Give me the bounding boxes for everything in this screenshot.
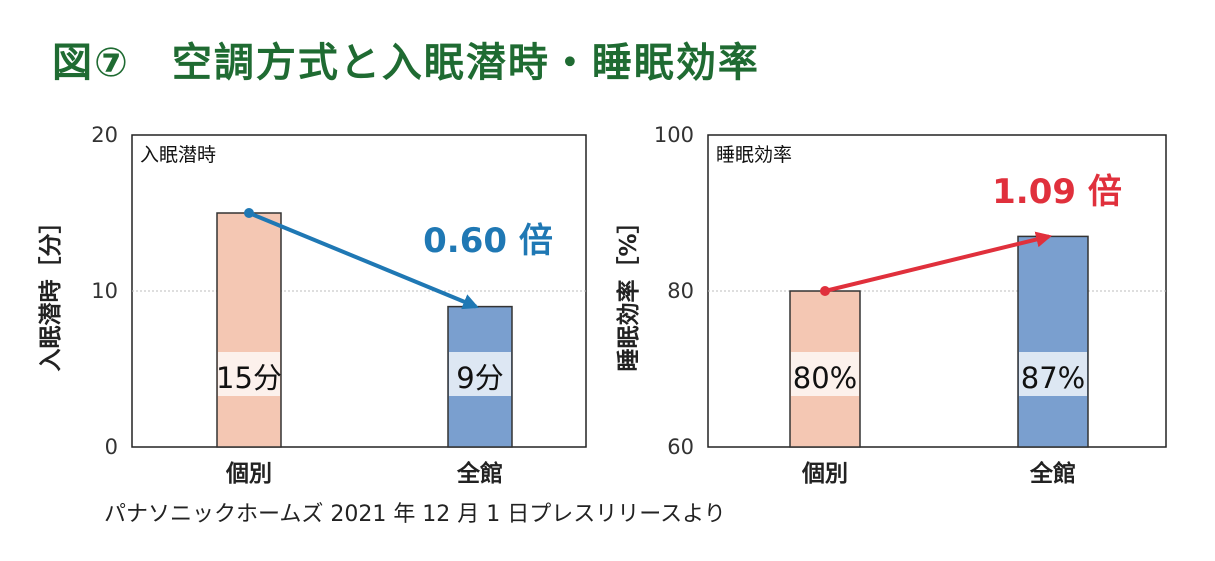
panel-1-category-1: 個別 (225, 461, 272, 487)
panel-2-value-label-band-2 (1019, 352, 1087, 396)
panel-1-ytick-0: 0 (105, 435, 118, 459)
figure-number: 図⑦ (52, 40, 130, 86)
panel-2-ylabel: 睡眠効率［%］ (615, 210, 642, 371)
panel-1-value-label-2: 9分 (456, 361, 503, 395)
panel-2-ytick-0: 60 (667, 435, 694, 459)
source-note: パナソニックホームズ 2021 年 12 月 1 日プレスリリースより (104, 502, 726, 527)
panel-1-bar-1 (216, 212, 282, 448)
panel-2-ratio-label: 1.09 倍 (992, 172, 1122, 212)
panel-1-ylabel: 入眠潜時［分］ (37, 211, 64, 372)
panel-1-panel-label: 入眠潜時 (140, 144, 216, 166)
figure-title-text: 空調方式と入眠潜時・睡眠効率 (171, 40, 760, 86)
panel-1-category-2: 全館 (456, 460, 503, 487)
panel-1-ratio-arrow (248, 211, 479, 310)
panel-2-bar-2 (1017, 235, 1089, 448)
panel-2: 60 80 100 睡眠効率［%］ 睡眠効率 80% 個別 87% 全館 1.09 倍 (615, 123, 1167, 487)
panel-1-value-label-1: 15分 (216, 361, 282, 395)
panel-1-value-label-band-1 (218, 352, 280, 396)
panel-2-value-label-band-1 (791, 352, 859, 396)
panel-1-ytick-2: 20 (91, 123, 118, 147)
panel-2-panel-label: 睡眠効率 (716, 144, 792, 166)
panel-2-ytick-1: 80 (667, 279, 694, 303)
panel-2-ytick-2: 100 (654, 123, 694, 147)
figure-title: 図⑦ 空調方式と入眠潜時・睡眠効率 (52, 30, 760, 88)
panel-1-value-label-band-2 (449, 352, 511, 396)
panel-2-category-1: 個別 (801, 461, 848, 487)
panel-2-ratio-arrow (824, 231, 1053, 293)
panel-2-value-label-1: 80% (793, 361, 857, 395)
panel-2-category-2: 全館 (1029, 460, 1076, 487)
panel-2-value-label-2: 87% (1021, 361, 1085, 395)
panel-1-ratio-label: 0.60 倍 (423, 221, 553, 261)
panel-1-ytick-1: 10 (91, 279, 118, 303)
